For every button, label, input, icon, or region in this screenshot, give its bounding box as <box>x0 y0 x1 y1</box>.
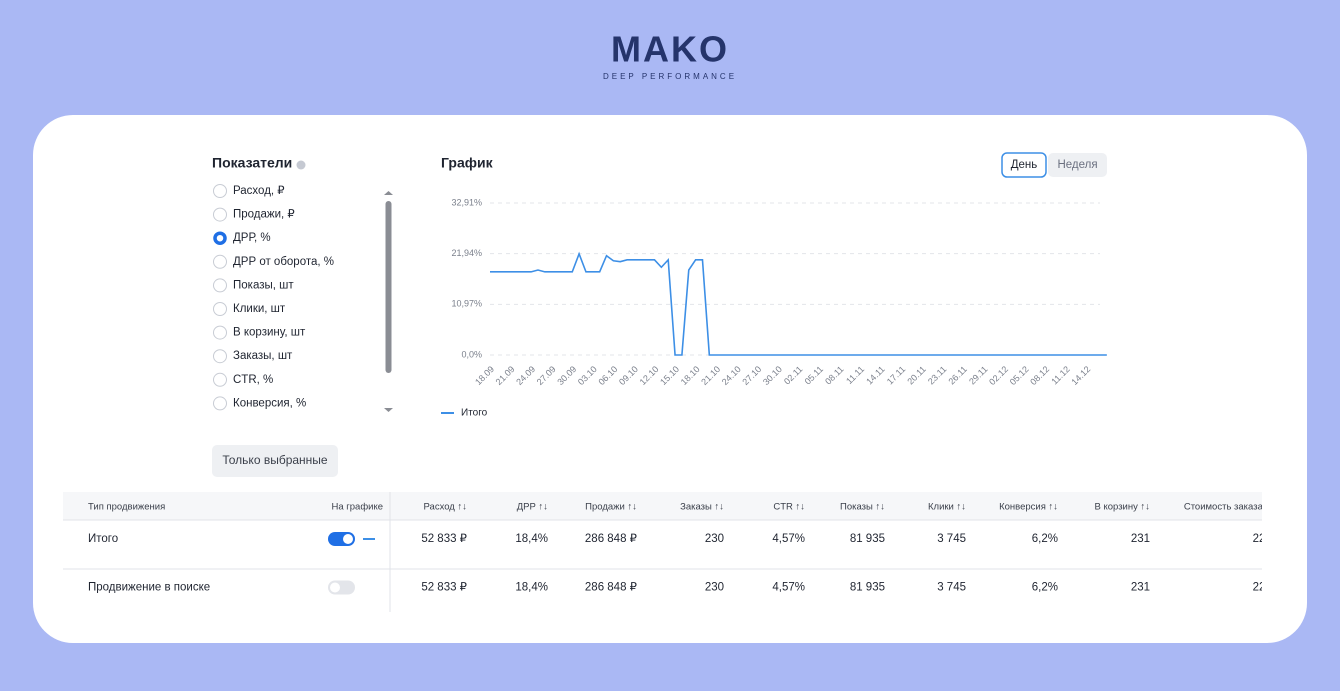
column-header: На графике <box>332 502 384 513</box>
row-name: Итого <box>88 533 118 545</box>
y-tick-label: 0,0% <box>461 349 482 359</box>
table-cell: 18,4% <box>515 533 548 545</box>
column-header: Тип продвижения <box>88 502 165 513</box>
metric-option[interactable]: Показы, шт <box>233 279 294 291</box>
row-name: Продвижение в поиске <box>88 582 210 594</box>
metric-option[interactable]: Клики, шт <box>233 303 286 315</box>
toggle-label: Неделя <box>1057 159 1097 171</box>
table-cell: 229, <box>1253 533 1275 545</box>
column-header[interactable]: ДРР ↑↓ <box>517 502 548 513</box>
radio[interactable] <box>213 184 227 198</box>
table-cell: 6,2% <box>1032 582 1058 594</box>
table-cell: 18,4% <box>515 582 548 594</box>
radio[interactable] <box>213 349 227 364</box>
table-cell: 52 833 ₽ <box>421 582 467 594</box>
table-cell: 230 <box>705 582 724 594</box>
radio[interactable] <box>213 302 227 316</box>
table-cell: 52 833 ₽ <box>421 533 467 545</box>
table-cell: 3 745 <box>937 533 966 545</box>
toggle-option[interactable] <box>1001 152 1047 178</box>
radio[interactable] <box>213 372 227 387</box>
metric-option[interactable]: CTR, % <box>233 374 273 386</box>
metrics-title: Показатели <box>212 155 292 171</box>
logo-subtitle: DEEP PERFORMANCE <box>603 72 737 81</box>
metric-option[interactable]: Конверсия, % <box>233 397 306 409</box>
radio[interactable] <box>213 207 227 222</box>
table-cell: 231 <box>1131 533 1150 545</box>
column-header[interactable]: Заказы ↑↓ <box>680 502 724 513</box>
radio[interactable] <box>213 254 227 269</box>
radio[interactable] <box>213 231 227 245</box>
info-icon[interactable] <box>296 160 306 170</box>
table-cell: 231 <box>1131 582 1150 594</box>
table-cell: 4,57% <box>772 533 805 545</box>
scroll-down[interactable] <box>384 408 393 412</box>
table-cell: 286 848 ₽ <box>585 582 638 594</box>
switch-knob <box>343 534 353 544</box>
radio[interactable] <box>213 325 227 340</box>
scrollbar[interactable] <box>385 201 392 373</box>
only-selected-button[interactable] <box>212 445 338 477</box>
table-cell: 286 848 ₽ <box>585 533 638 545</box>
radio[interactable] <box>213 396 227 411</box>
table-cell: 81 935 <box>850 582 885 594</box>
metric-option[interactable]: ДРР, % <box>233 232 271 244</box>
scroll-up[interactable] <box>384 191 393 195</box>
table-cell: 81 935 <box>850 533 885 545</box>
column-header[interactable]: Конверсия ↑↓ <box>999 502 1058 513</box>
table-cell: 230 <box>705 533 724 545</box>
series-line <box>490 251 1107 356</box>
metric-option[interactable]: Продажи, ₽ <box>233 209 295 221</box>
column-header[interactable]: В корзину ↑↓ <box>1095 502 1151 513</box>
table-cell: 3 745 <box>937 582 966 594</box>
toggle-option[interactable] <box>1048 153 1107 177</box>
metric-option[interactable]: В корзину, шт <box>233 327 306 339</box>
legend-entry[interactable]: Итого <box>461 408 488 419</box>
y-tick-label: 10,97% <box>451 299 482 309</box>
column-header[interactable]: Продажи ↑↓ <box>585 502 637 513</box>
toggle-label: День <box>1011 159 1038 171</box>
column-header[interactable]: Показы ↑↓ <box>840 502 885 513</box>
table-cell: 229, <box>1253 582 1275 594</box>
column-header[interactable]: Стоимость заказа ↑↓ <box>1184 502 1275 513</box>
table-header-bg <box>63 492 1262 520</box>
column-header[interactable]: Расход ↑↓ <box>424 502 467 513</box>
chart-title: График <box>441 155 494 171</box>
table: Тип продвижения На графике Расход ↑↓ ДРР ↑↓… <box>88 502 1275 595</box>
metric-option[interactable]: Расход, ₽ <box>233 185 285 197</box>
logo-title: MAKO <box>611 29 729 70</box>
column-header[interactable]: Клики ↑↓ <box>928 502 966 513</box>
metric-option[interactable]: Заказы, шт <box>233 350 293 362</box>
y-tick-label: 32,91% <box>451 197 482 207</box>
column-header[interactable]: CTR ↑↓ <box>773 502 805 513</box>
y-tick-label: 21,94% <box>451 248 482 258</box>
button-label: Только выбранные <box>222 453 328 467</box>
metric-option[interactable]: ДРР от оборота, % <box>233 256 334 268</box>
table-cell: 4,57% <box>772 582 805 594</box>
switch-knob <box>330 582 340 593</box>
radio[interactable] <box>213 278 227 293</box>
table-cell: 6,2% <box>1032 533 1058 545</box>
